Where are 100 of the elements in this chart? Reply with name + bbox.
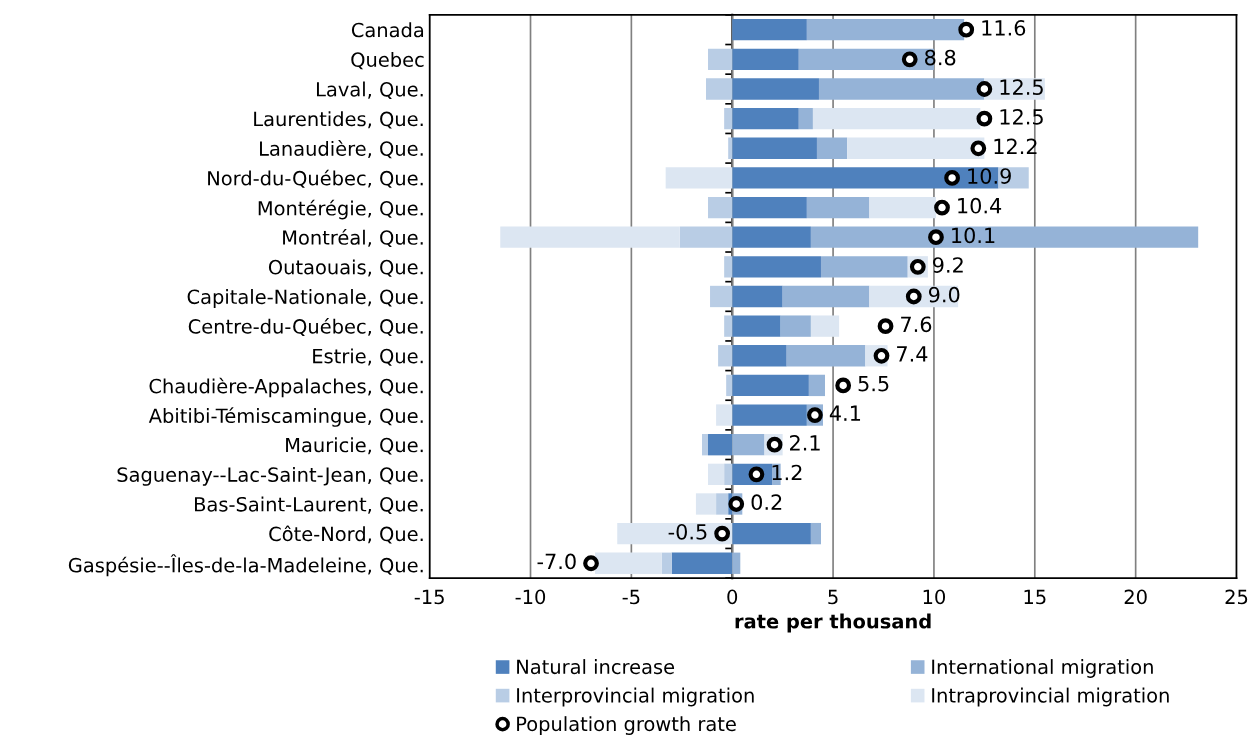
- data-label: 12.2: [994, 138, 1037, 155]
- point: [901, 51, 918, 68]
- point: [970, 140, 987, 157]
- legend-label: Population growth rate: [517, 716, 736, 735]
- bar: [732, 345, 787, 367]
- bar: [695, 493, 717, 515]
- bar: [665, 167, 733, 189]
- bar: [724, 315, 733, 337]
- y-tick-label: Montréal, Que.: [283, 229, 423, 248]
- bar: [847, 137, 985, 159]
- bar: [726, 374, 733, 397]
- point: [976, 110, 993, 127]
- data-label: 10.4: [958, 197, 1002, 214]
- legend-label: Natural increase: [517, 659, 675, 675]
- bar: [708, 196, 733, 219]
- point: [877, 318, 894, 335]
- point: [958, 21, 975, 38]
- y-tick-label: Canada: [351, 22, 424, 38]
- data-label: 7.6: [901, 316, 932, 333]
- legend-label: International migration: [932, 659, 1153, 678]
- bar: [732, 107, 799, 130]
- data-label: 8.8: [925, 49, 956, 66]
- data-label: 9.0: [928, 286, 960, 303]
- data-label: 10.1: [952, 227, 995, 244]
- bar: [716, 404, 733, 426]
- y-tick-label: Montérégie, Que.: [258, 199, 423, 220]
- point: [934, 199, 950, 216]
- bar: [732, 226, 811, 248]
- data-label: 9.2: [933, 257, 963, 273]
- bar: [732, 78, 819, 100]
- y-tick-label: Saguenay--Lac-Saint-Jean, Que.: [117, 466, 423, 486]
- y-tick-label: Nord-du-Québec, Que.: [208, 169, 423, 188]
- y-tick-label: Laurentides, Que.: [254, 111, 423, 129]
- bar: [671, 552, 733, 574]
- data-label: 12.5: [1000, 108, 1043, 125]
- bar: [812, 107, 981, 130]
- bar: [806, 196, 870, 219]
- bar: [732, 19, 807, 41]
- bar: [500, 226, 680, 248]
- bar: [716, 493, 729, 515]
- data-label: 5.5: [858, 375, 889, 392]
- bar: [706, 78, 733, 100]
- point: [728, 496, 745, 512]
- bar: [732, 137, 817, 159]
- bar: [786, 345, 866, 367]
- bar: [728, 137, 733, 159]
- y-tick-label: Capitale-Nationale, Que.: [187, 289, 423, 308]
- y-tick-label: Quebec: [351, 51, 424, 70]
- bar: [710, 285, 733, 308]
- data-label: 0.2: [751, 494, 782, 511]
- bar: [724, 107, 733, 130]
- y-tick-label: Laval, Que.: [316, 81, 423, 99]
- x-tick-label: 10: [923, 589, 946, 605]
- point: [928, 229, 944, 246]
- bar: [810, 226, 1199, 248]
- bar: [782, 285, 870, 308]
- legend-label: Intraprovincial migration: [932, 687, 1169, 707]
- x-axis-title: rate per thousand: [735, 613, 931, 633]
- bar: [732, 522, 811, 545]
- x-tick-label: 0: [727, 589, 738, 605]
- y-tick-label: Mauricie, Que.: [286, 437, 423, 455]
- bar: [808, 374, 826, 397]
- bar: [732, 256, 821, 278]
- data-label: -0.5: [668, 523, 707, 540]
- x-tick-label: 15: [1024, 589, 1046, 605]
- bar: [718, 345, 733, 367]
- point: [835, 377, 852, 394]
- x-tick-label: -15: [414, 589, 444, 605]
- bar: [732, 48, 799, 71]
- data-label: -7.0: [537, 553, 576, 570]
- bar: [708, 463, 725, 486]
- data-label: 1.2: [772, 464, 802, 481]
- bar: [818, 78, 985, 100]
- bar: [869, 196, 936, 219]
- bar: [679, 226, 733, 248]
- bar: [701, 434, 709, 456]
- point: [583, 555, 599, 572]
- bar: [810, 315, 840, 337]
- bar: [806, 19, 965, 41]
- y-tick-label: Outaouais, Que.: [268, 259, 423, 277]
- y-tick-label: Centre-du-Québec, Que.: [188, 317, 423, 337]
- bar: [732, 404, 807, 426]
- bar: [724, 463, 733, 486]
- data-label: 2.1: [790, 434, 820, 451]
- bar: [732, 552, 741, 574]
- x-tick-label: -10: [515, 589, 546, 605]
- data-label: 11.6: [982, 19, 1026, 36]
- legend-label: Interprovincial migration: [517, 687, 754, 707]
- bar: [820, 256, 908, 278]
- point: [944, 170, 960, 186]
- y-tick-label: Gaspésie--Îles-de-la-Madeleine, Que.: [68, 554, 423, 577]
- bar: [798, 107, 813, 130]
- bar: [816, 137, 848, 159]
- y-tick-label: Abitibi-Témiscamingue, Que.: [148, 407, 423, 427]
- y-tick-label: Lanaudière, Que.: [260, 140, 423, 159]
- y-tick-label: Estrie, Que.: [313, 348, 423, 366]
- bar: [724, 256, 733, 278]
- bar: [595, 552, 662, 574]
- bar: [732, 374, 809, 397]
- bar: [708, 48, 733, 71]
